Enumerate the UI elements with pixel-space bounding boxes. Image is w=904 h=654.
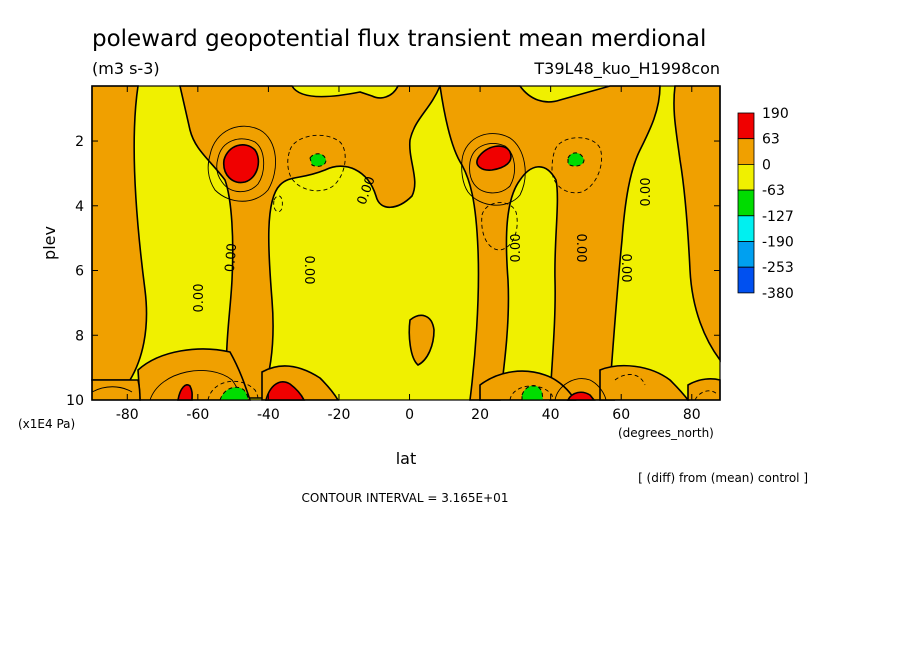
neg-contour-north-mid (481, 202, 518, 251)
contour-north-max-outer (461, 133, 526, 206)
y-tick-label: 8 (75, 328, 84, 344)
neg-contour-polar-north (694, 390, 719, 401)
y-tick-label: 2 (75, 134, 84, 150)
x-tick-label: 60 (612, 407, 630, 423)
max-south-surface-1 (177, 384, 193, 401)
legend-label: -63 (762, 183, 785, 199)
region-north-bottom (687, 378, 721, 401)
max-north-surface (566, 391, 596, 401)
min-north-surface (521, 385, 544, 401)
legend-label: -253 (762, 260, 794, 276)
y-axis: 2 4 6 8 10 (66, 134, 720, 409)
zero-label: 0.00 (618, 254, 633, 283)
neg-contour-north-surface (509, 385, 554, 401)
x-tick-label: -60 (186, 407, 209, 423)
x-axis-label: lat (396, 449, 417, 468)
y-tick-label: 6 (75, 264, 84, 280)
legend-label: 0 (762, 157, 771, 173)
legend-swatch (737, 215, 755, 242)
x-tick-label: -20 (328, 407, 351, 423)
contour-interval: CONTOUR INTERVAL = 3.165E+01 (302, 491, 509, 505)
positive-contours (91, 125, 607, 401)
zero-label: 0.00 (192, 284, 207, 313)
y-units: (x1E4 Pa) (18, 417, 75, 431)
x-tick-label: 80 (683, 407, 701, 423)
neg-contour-south-small (273, 195, 283, 213)
zero-label: 0.00 (573, 234, 588, 263)
y-tick-label: 10 (66, 393, 84, 409)
legend-swatch (737, 266, 755, 294)
contour-north-surface-inner (554, 378, 607, 401)
min-south-upper (309, 153, 327, 167)
max-south-surface-2 (264, 381, 306, 401)
plot-frame (91, 85, 721, 401)
contour-north-max-mid (469, 143, 516, 194)
region-north-surface-2 (599, 364, 690, 401)
zero-label: 0.00 (639, 178, 654, 207)
region-tropics-low (408, 314, 435, 366)
max-south-upper (223, 144, 260, 184)
x-units: (degrees_north) (618, 426, 714, 440)
region-south-polar (91, 85, 148, 381)
color-legend: 190 63 0 -63 -127 -190 -253 -380 (737, 106, 794, 302)
legend-label: 190 (762, 106, 789, 122)
neg-contour-north-right (614, 374, 646, 386)
legend-swatch (737, 163, 755, 191)
zero-label: 0.00 (301, 256, 316, 285)
x-tick-label: -40 (257, 407, 280, 423)
min-regions (219, 152, 585, 401)
neg-contour-south-surface (207, 380, 259, 401)
x-tick-label: 40 (542, 407, 560, 423)
legend-swatch (737, 138, 755, 165)
contour-south-bottom-inner (91, 386, 133, 393)
x-tick-label: -80 (116, 407, 139, 423)
region-south-bottom (91, 379, 141, 401)
max-north-upper (476, 145, 512, 171)
legend-swatch (737, 112, 755, 140)
y-axis-label: plev (40, 226, 59, 260)
legend-label: -127 (762, 209, 794, 225)
x-tick-label: 0 (405, 407, 414, 423)
diff-note: [ (diff) from (mean) control ] (638, 471, 808, 485)
legend-label: -380 (762, 286, 794, 302)
contour-south-max-mid (216, 138, 265, 193)
chart-units: (m3 s-3) (92, 59, 160, 78)
region-south-surface (137, 348, 252, 401)
region-north-polar (673, 85, 721, 363)
x-tick-label: 20 (471, 407, 489, 423)
legend-label: 63 (762, 132, 780, 148)
max-regions (177, 144, 596, 401)
legend-swatch (737, 241, 755, 268)
plot-area: 0.00 0.00 0.00 0.00 0.00 0.00 0.00 0.00 (91, 85, 721, 401)
contour-south-max-outer (207, 125, 276, 202)
zero-label: 0.00 (223, 243, 240, 273)
run-label: T39L48_kuo_H1998con (533, 59, 720, 79)
min-north-upper (567, 152, 585, 167)
zero-label: 0.00 (509, 234, 524, 263)
x-axis: -80 -60 -40 -20 0 20 40 60 80 (116, 86, 701, 423)
chart-title: poleward geopotential flux transient mea… (92, 26, 706, 52)
neg-contour-south-upper (287, 134, 346, 192)
min-south-surface (219, 386, 249, 401)
negative-contours (207, 134, 719, 401)
legend-label: -190 (762, 235, 794, 251)
legend-swatch (737, 189, 755, 217)
y-tick-label: 4 (75, 199, 84, 215)
